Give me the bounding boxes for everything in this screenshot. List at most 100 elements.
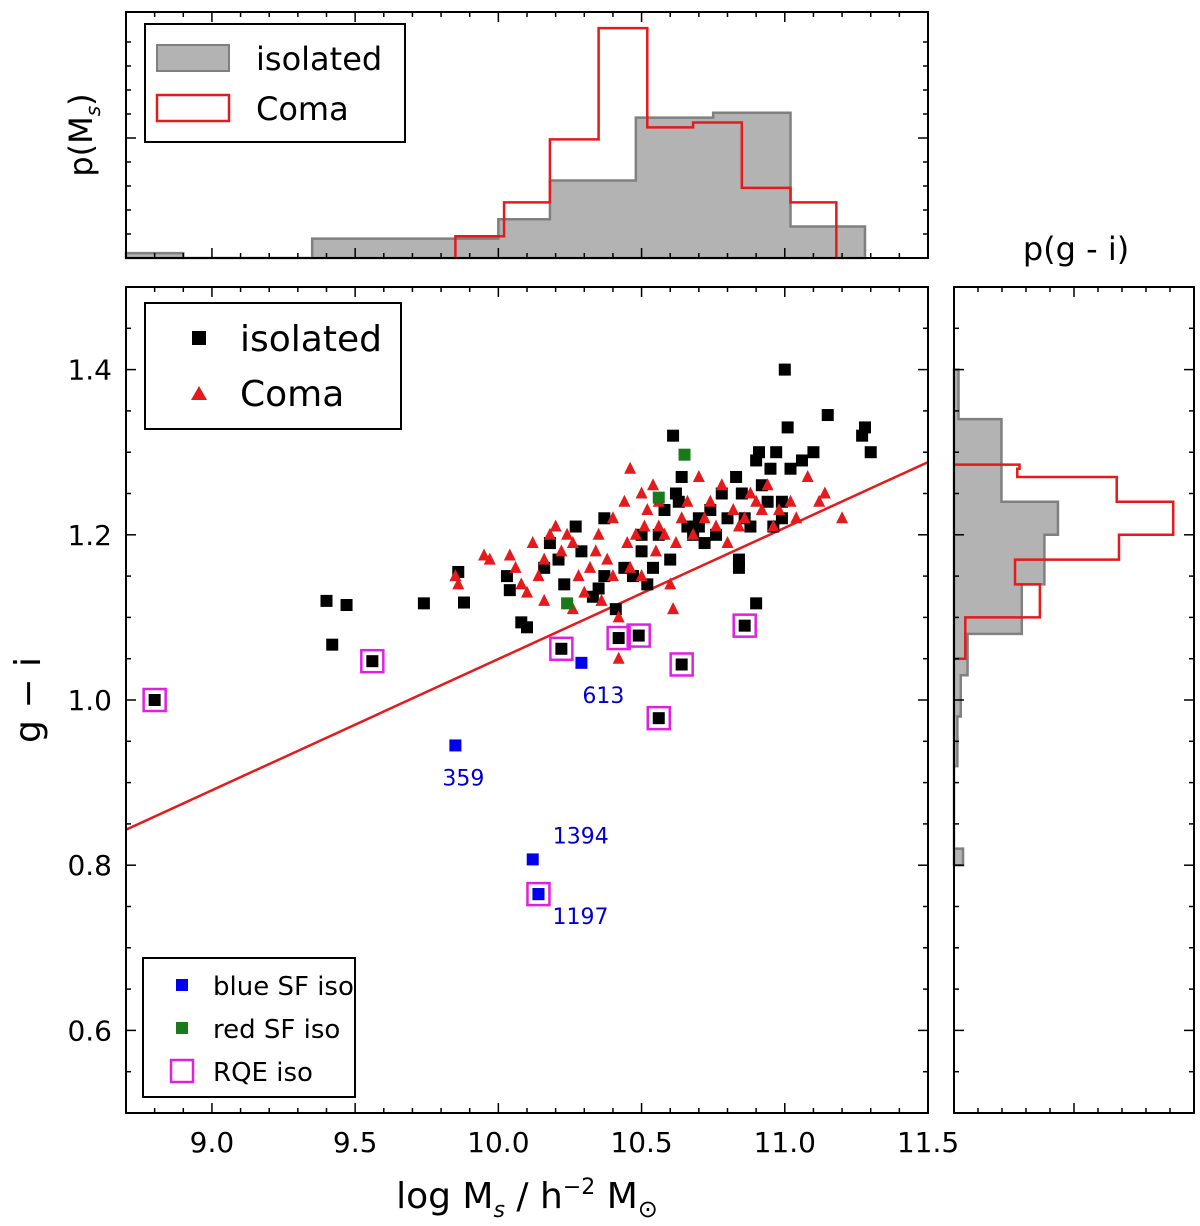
isolated-point xyxy=(692,520,705,533)
coma-point xyxy=(483,552,496,565)
coma-point xyxy=(555,544,568,557)
top-histogram-ticks xyxy=(126,12,929,258)
rqe-marker xyxy=(646,705,672,731)
scatter-xtick-label: 11.0 xyxy=(754,1126,816,1159)
point-annotation: 1197 xyxy=(552,905,608,930)
scatter-legend-isolated-label: isolated xyxy=(240,319,382,360)
coma-point xyxy=(687,527,700,540)
isolated-point xyxy=(770,446,783,459)
isolated-point xyxy=(647,561,660,574)
rqe-point xyxy=(675,658,688,671)
right-histogram-coma-outline xyxy=(954,463,1175,660)
coma-point xyxy=(606,511,619,524)
isolated-point xyxy=(858,421,871,434)
coma-point xyxy=(538,552,551,565)
top-histogram-legend: isolated Coma xyxy=(144,23,406,143)
coma-point xyxy=(592,527,605,540)
scatter-xlabel: log Ms / h−2 M⊙ xyxy=(396,1175,658,1223)
isolated-point xyxy=(807,446,820,459)
coma-point xyxy=(675,511,688,524)
isolated-point xyxy=(669,487,682,500)
coma-point xyxy=(612,651,625,664)
coma-point xyxy=(755,503,768,516)
coma-point xyxy=(715,478,728,491)
isolated-point xyxy=(503,584,516,597)
sub-legend-blue-label: blue SF iso xyxy=(213,972,354,1002)
isolated-point xyxy=(864,446,877,459)
rqe-marker xyxy=(360,648,385,674)
scatter-legend-isolated-marker xyxy=(192,331,206,345)
isolated-point xyxy=(667,429,680,442)
rqe-marker xyxy=(606,625,631,651)
coma-point xyxy=(624,560,637,573)
isolated-point xyxy=(715,487,728,500)
isolated-point xyxy=(658,504,671,517)
isolated-point xyxy=(641,578,654,591)
blue-sf-point xyxy=(526,853,539,866)
coma-point xyxy=(584,560,597,573)
scatter-fit-line xyxy=(126,460,928,831)
rqe-point xyxy=(148,694,161,706)
top-histogram-panel: p(Ms) isolated Coma xyxy=(62,11,929,260)
rqe-marker xyxy=(142,687,167,713)
coma-point xyxy=(624,461,637,474)
red-sf-point xyxy=(561,597,574,610)
isolated-point xyxy=(753,446,766,459)
coma-point xyxy=(515,577,528,590)
right-histogram-bars xyxy=(952,368,1175,867)
coma-point xyxy=(549,519,562,532)
scatter-legend-coma-marker xyxy=(191,386,207,400)
coma-point xyxy=(589,544,602,557)
scatter-tick-labels: 9.0 9.5 10.0 10.5 11.0 11.5 0.6 0.8 1.0 1.2 1.4 xyxy=(67,354,959,1159)
coma-point xyxy=(669,536,682,549)
coma-point xyxy=(801,469,814,482)
scatter-ytick-label: 1.4 xyxy=(67,354,112,387)
scatter-xtick-label: 11.5 xyxy=(897,1126,959,1159)
coma-point xyxy=(750,494,763,507)
sub-legend-green-marker xyxy=(176,1022,188,1034)
scatter-ytick-label: 0.6 xyxy=(67,1014,112,1047)
coma-point xyxy=(704,494,717,507)
coma-point xyxy=(635,569,648,582)
sub-legend-green-label: red SF iso xyxy=(213,1015,340,1045)
coma-point xyxy=(732,519,745,532)
scatter-xtick-label: 9.0 xyxy=(190,1126,235,1159)
rqe-point xyxy=(366,655,379,668)
scatter-ylabel: g − i xyxy=(8,657,49,743)
coma-point xyxy=(572,569,585,582)
scatter-fit-line-group xyxy=(126,460,928,831)
isolated-point xyxy=(735,487,748,500)
isolated-point xyxy=(750,597,763,610)
isolated-point xyxy=(598,512,611,525)
blue-sf-point xyxy=(532,888,545,901)
scatter-points xyxy=(142,363,877,907)
isolated-point xyxy=(417,597,430,610)
coma-point xyxy=(629,527,642,540)
point-annotation: 359 xyxy=(442,766,484,791)
coma-point xyxy=(698,511,711,524)
coma-point xyxy=(561,527,574,540)
isolated-point xyxy=(635,545,648,558)
top-histogram-ylabel: p(Ms) xyxy=(62,93,105,176)
sub-legend-rqe-marker xyxy=(169,1058,195,1084)
top-histogram-coma-outline xyxy=(454,26,838,258)
isolated-point xyxy=(778,363,791,376)
coma-point xyxy=(721,536,734,549)
isolated-point xyxy=(558,578,571,591)
rqe-marker xyxy=(526,881,551,907)
scatter-legend-coma-label: Coma xyxy=(240,374,344,415)
isolated-point xyxy=(795,454,808,467)
scatter-ytick-label: 1.2 xyxy=(67,519,112,552)
scatter-panel: 9.0 9.5 10.0 10.5 11.0 11.5 0.6 0.8 1.0 1.2 1.4 lo… xyxy=(8,286,959,1223)
coma-point xyxy=(813,494,826,507)
coma-point xyxy=(578,585,591,598)
isolated-point xyxy=(730,470,743,483)
isolated-point xyxy=(675,470,688,483)
isolated-point xyxy=(704,504,717,517)
coma-point xyxy=(635,486,648,499)
isolated-point xyxy=(732,561,745,574)
blue-sf-point xyxy=(575,656,588,669)
top-legend-isolated-patch xyxy=(156,44,230,72)
isolated-point xyxy=(821,409,834,422)
